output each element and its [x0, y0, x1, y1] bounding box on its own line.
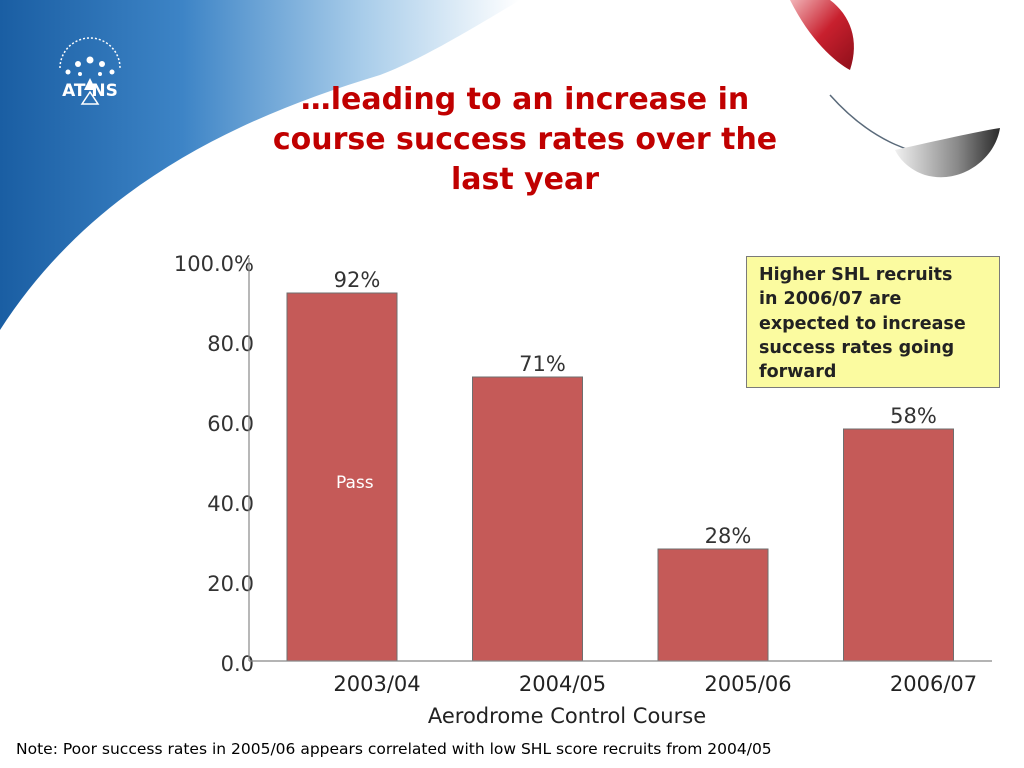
callout-box: Higher SHL recruits in 2006/07 are expec… — [746, 256, 1000, 388]
data-label: 28% — [705, 524, 752, 548]
y-tick-label: 40.0 — [207, 492, 254, 516]
bar-2003-04 — [286, 292, 398, 662]
bar-2005-06 — [657, 548, 769, 662]
title-line: last year — [450, 162, 600, 197]
grey-swoosh — [895, 128, 1000, 178]
data-label: 71% — [519, 352, 566, 376]
red-swoosh — [790, 0, 854, 70]
x-tick-label: 2003/04 — [333, 672, 420, 696]
y-tick-label: 100.0% — [174, 252, 254, 276]
x-axis-title: Aerodrome Control Course — [428, 704, 706, 728]
bar-2004-05 — [472, 376, 583, 662]
y-tick-label: 20.0 — [207, 572, 254, 596]
data-label: 92% — [334, 268, 381, 292]
footnote: Note: Poor success rates in 2005/06 appe… — [16, 740, 772, 758]
title-line: course success rates over the — [272, 122, 778, 157]
x-tick-label: 2006/07 — [890, 672, 977, 696]
callout-line: expected to increase — [759, 313, 966, 334]
atns-logo: AT NS — [59, 37, 121, 105]
title-line: …leading to an increase in — [300, 82, 750, 117]
callout-line: Higher SHL recruits — [759, 265, 953, 285]
callout-line: forward — [759, 362, 837, 383]
blue-swoosh — [0, 0, 520, 330]
x-tick-label: 2004/05 — [519, 672, 606, 696]
page-title: …leading to an increase in course succes… — [225, 80, 825, 200]
bar-2006-07 — [843, 428, 954, 662]
legend-label-pass: Pass — [336, 473, 374, 493]
x-tick-label: 2005/06 — [704, 672, 791, 696]
data-label: 58% — [890, 404, 937, 428]
callout-line: success rates going — [759, 337, 955, 358]
y-tick-label: 80.0 — [207, 332, 254, 356]
y-tick-label: 60.0 — [207, 412, 254, 436]
callout-line: in 2006/07 are — [759, 289, 902, 310]
